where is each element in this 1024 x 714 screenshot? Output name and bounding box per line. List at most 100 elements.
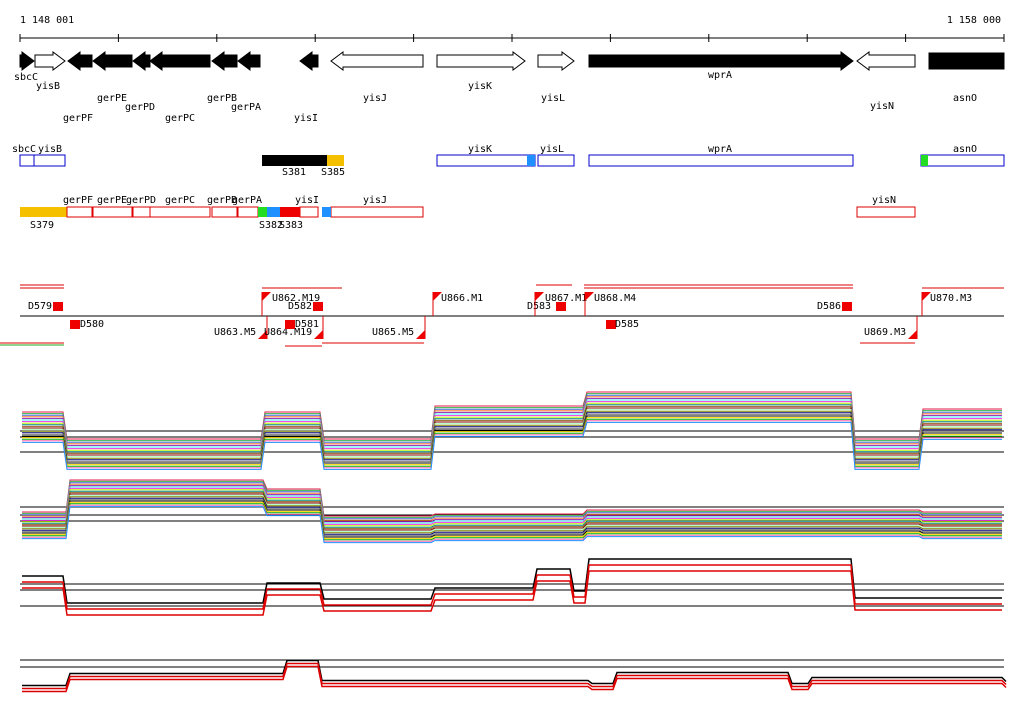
gene-arrow	[211, 51, 238, 71]
label: D582	[288, 301, 312, 312]
site-fill	[921, 155, 928, 166]
transcript-box	[19, 154, 35, 167]
segment-marker	[70, 320, 80, 329]
label: yisI	[295, 195, 319, 206]
label: U864.M19	[264, 327, 312, 338]
segment-marker	[53, 302, 63, 311]
gene-arrow	[856, 51, 916, 71]
profile-line	[22, 482, 1002, 520]
segment-flag	[908, 330, 917, 339]
gene-arrow	[149, 51, 211, 71]
gene-arrow	[330, 51, 424, 71]
label: gerPA	[232, 195, 262, 206]
transcript-box	[237, 206, 259, 218]
segment-flag	[433, 292, 442, 301]
transcript-box	[588, 154, 854, 167]
profile-line	[22, 490, 1002, 528]
label: gerPF	[63, 195, 93, 206]
label: U869.M3	[864, 327, 906, 338]
profile-line	[22, 558, 1002, 604]
segment-marker	[606, 320, 616, 329]
site-fill	[322, 207, 331, 217]
label: yisN	[870, 101, 894, 112]
profile-line	[22, 489, 1002, 527]
label: yisB	[36, 81, 60, 92]
label: 1 148 001	[20, 15, 74, 26]
transcript-box	[66, 206, 93, 218]
site-fill	[267, 207, 280, 217]
transcript-box	[92, 206, 133, 218]
label: U862.M19	[272, 293, 320, 304]
segment-flag	[922, 292, 931, 301]
transcript-box	[33, 154, 66, 167]
label: gerPA	[231, 102, 261, 113]
transcript-box	[920, 154, 1005, 167]
label: U870.M3	[930, 293, 972, 304]
label: D580	[80, 319, 104, 330]
label: yisJ	[363, 195, 387, 206]
gene-arrow	[237, 51, 261, 71]
gene-arrow	[67, 51, 93, 71]
profile-line	[22, 497, 1002, 535]
label: yisK	[468, 144, 492, 155]
profile-line	[22, 503, 1002, 541]
label: S383	[279, 220, 303, 231]
label: gerPB	[207, 93, 237, 104]
label: gerPF	[63, 113, 93, 124]
segment-flag	[585, 292, 594, 301]
label: U865.M5	[372, 327, 414, 338]
segment-flag	[262, 292, 271, 301]
label: U866.M1	[441, 293, 483, 304]
label: gerPB	[207, 195, 237, 206]
transcript-box	[211, 206, 238, 218]
profile-line	[22, 485, 1002, 523]
gene-arrow	[436, 51, 526, 71]
label: asnO	[953, 93, 977, 104]
profile-line	[22, 564, 1002, 610]
label: U868.M4	[594, 293, 636, 304]
profile-line	[22, 501, 1002, 539]
label: gerPE	[97, 93, 127, 104]
label: S385	[321, 167, 345, 178]
profile-line	[22, 479, 1002, 517]
label: S379	[30, 220, 54, 231]
label: yisJ	[363, 93, 387, 104]
segment-marker	[842, 302, 852, 311]
profile-line	[22, 665, 1007, 693]
transcript-box	[149, 206, 211, 218]
site-bar	[262, 155, 327, 166]
label: gerPC	[165, 113, 195, 124]
profile-line	[22, 504, 1002, 542]
profile-line	[22, 487, 1002, 525]
segment-marker	[313, 302, 323, 311]
label: gerPE	[97, 195, 127, 206]
label: gerPD	[126, 195, 156, 206]
gene-arrow	[19, 51, 35, 71]
label: yisK	[468, 81, 492, 92]
gene-arrow	[299, 51, 319, 71]
profile-line	[22, 499, 1002, 537]
segment-flag	[314, 330, 323, 339]
label: yisL	[541, 93, 565, 104]
label: U863.M5	[214, 327, 256, 338]
transcript-box	[330, 206, 424, 218]
label: yisL	[540, 144, 564, 155]
label: asnO	[953, 144, 977, 155]
profile-line	[22, 662, 1007, 690]
profile-line	[22, 483, 1002, 521]
transcript-box	[132, 206, 151, 218]
label: D586	[817, 301, 841, 312]
gene-arrow	[588, 51, 854, 71]
profile-line	[22, 486, 1002, 524]
label: yisB	[38, 144, 62, 155]
site-fill	[280, 207, 300, 217]
profile-line	[22, 496, 1002, 534]
label: 1 158 000	[947, 15, 1001, 26]
transcript-box	[299, 206, 319, 218]
segment-flag	[416, 330, 425, 339]
gene-arrow	[928, 52, 1005, 70]
label: wprA	[708, 144, 732, 155]
segment-flag	[535, 292, 544, 301]
label: D579	[28, 301, 52, 312]
